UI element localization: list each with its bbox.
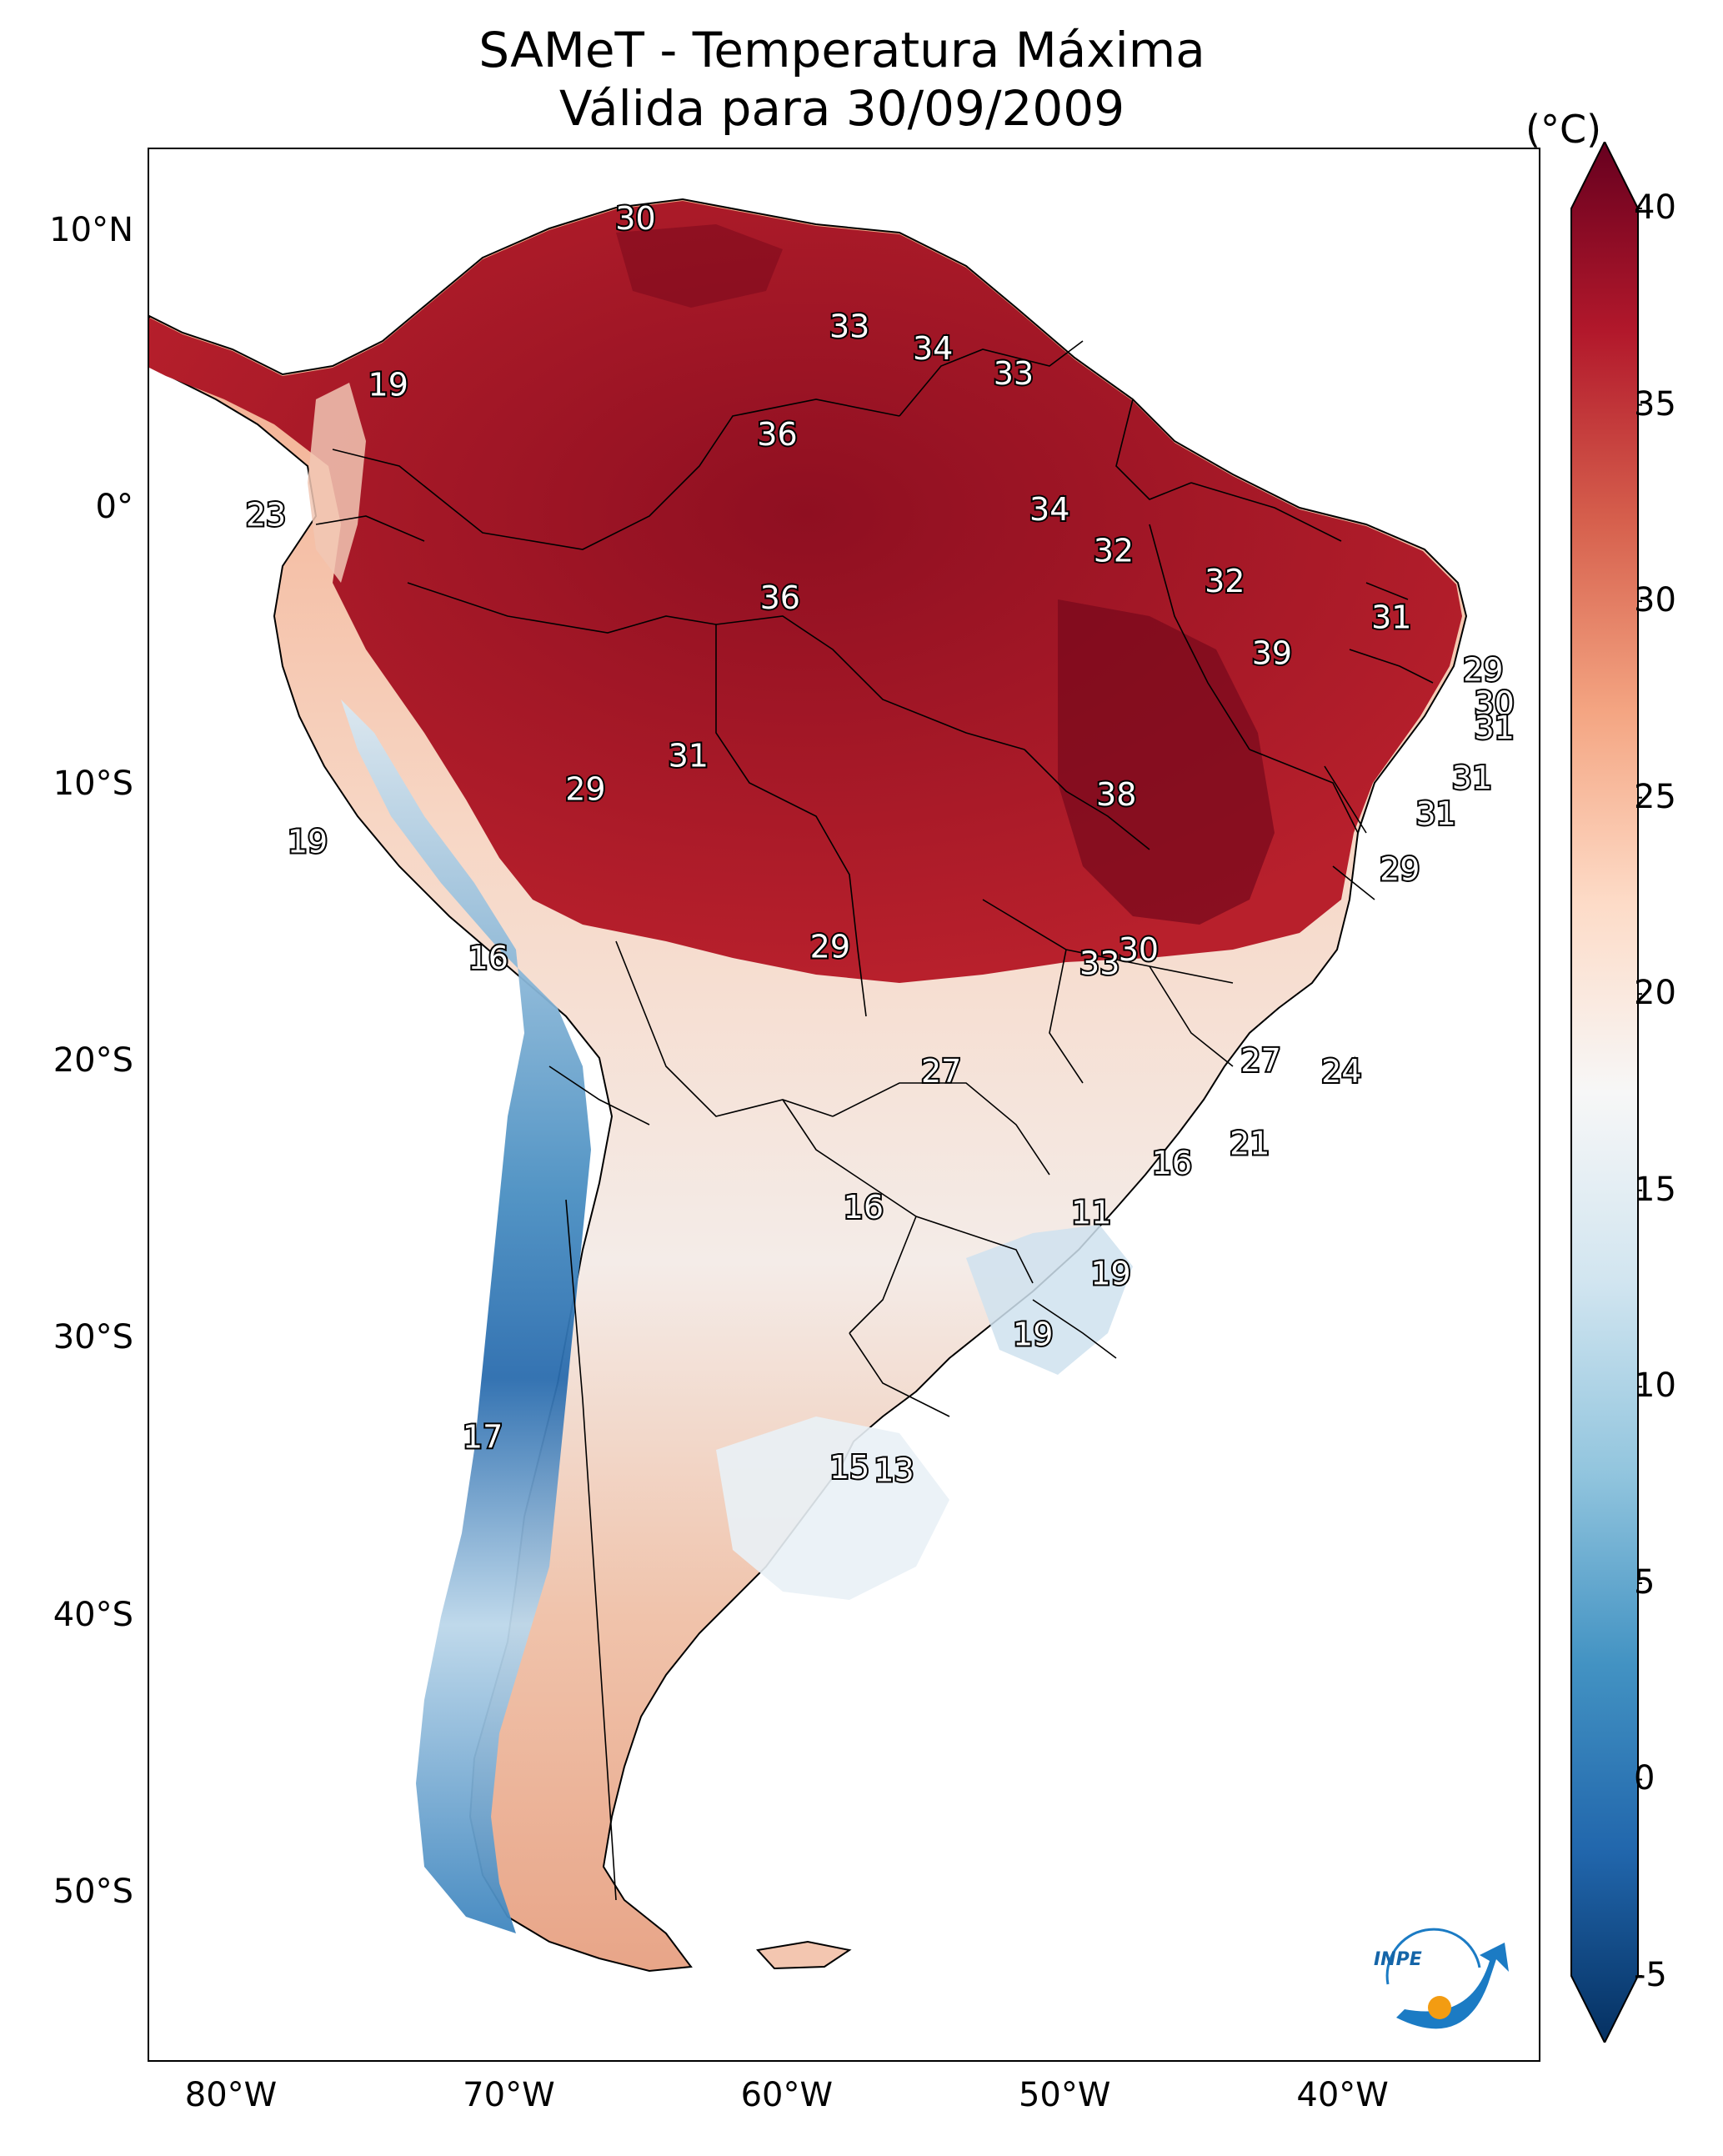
- contour-label: 19: [1090, 1256, 1130, 1292]
- latitude-tick-label: 10°S: [53, 765, 133, 803]
- colorbar-tick-label: 20: [1634, 974, 1676, 1013]
- contour-label: 16: [468, 940, 508, 976]
- colorbar-tick-label: 15: [1634, 1170, 1676, 1209]
- chart-title-line1: SAMeT - Temperatura Máxima: [478, 22, 1205, 78]
- hottest-core: [1058, 599, 1275, 925]
- colorbar-unit-label: (°C): [1525, 107, 1602, 152]
- contour-label: 15: [829, 1449, 869, 1486]
- contour-label: 34: [1029, 491, 1069, 528]
- contour-label: 33: [994, 355, 1034, 392]
- longitude-tick-label: 80°W: [184, 2076, 278, 2114]
- hottest-core-north: [616, 224, 783, 308]
- colorbar-tick-label: 40: [1634, 188, 1676, 227]
- andes-north-highlands: [308, 383, 366, 583]
- contour-label: 27: [1240, 1042, 1280, 1079]
- contour-label: 34: [913, 330, 953, 367]
- contour-label: 21: [1230, 1126, 1270, 1162]
- contour-label: 31: [1371, 599, 1411, 635]
- latitude-tick-label: 30°S: [53, 1318, 133, 1357]
- contour-label: 30: [1119, 931, 1159, 968]
- contour-label: 16: [844, 1189, 884, 1226]
- contour-label: 29: [810, 929, 850, 965]
- colorbar-ticks: [1638, 208, 1642, 1977]
- colorbar-tick-label: 10: [1634, 1366, 1676, 1406]
- contour-label: 17: [463, 1419, 503, 1456]
- contour-label: 30: [1474, 684, 1514, 721]
- colorbar-tick-label: -5: [1634, 1956, 1667, 1994]
- andes-cold-strip: [341, 699, 591, 1933]
- latitude-tick-label: 20°S: [53, 1041, 133, 1081]
- southeast-cool-region: [966, 1225, 1133, 1375]
- contour-label: 16: [1152, 1145, 1192, 1181]
- contour-label: 29: [565, 770, 605, 807]
- colorbar-tick-label: 35: [1634, 384, 1676, 424]
- contour-label: 31: [1415, 795, 1455, 832]
- colorbar-tick-label: 0: [1634, 1759, 1655, 1798]
- longitude-tick-label: 40°W: [1296, 2076, 1389, 2114]
- colorbar-body: [1570, 142, 1639, 2043]
- map-frame: 30 33 34 33 19 36 34 23 32 32 36 31 39 29 30 31 31 31 29 38…: [148, 148, 1540, 2062]
- contour-label: 27: [921, 1053, 961, 1090]
- longitude-tick-label: 50°W: [1018, 2076, 1111, 2114]
- contour-label: 31: [669, 737, 709, 774]
- chart-title-line2: Válida para 30/09/2009: [558, 80, 1125, 137]
- inpe-logo: [1385, 1928, 1509, 2029]
- contour-label: 24: [1321, 1053, 1361, 1090]
- latitude-tick-label: 50°S: [53, 1872, 133, 1911]
- contour-label: 11: [1071, 1195, 1111, 1231]
- contour-label: 32: [1094, 533, 1134, 569]
- latitude-tick-label: 40°S: [53, 1595, 133, 1634]
- colorbar-tick-label: 25: [1634, 777, 1676, 816]
- latitude-tick-label: 0°: [95, 487, 133, 526]
- contour-label: 19: [1013, 1316, 1053, 1353]
- contour-label: 29: [1380, 851, 1420, 888]
- contour-label: 19: [368, 366, 408, 403]
- contour-label: 39: [1252, 635, 1292, 672]
- contour-label: 30: [615, 200, 655, 237]
- contour-label: 33: [1079, 945, 1119, 982]
- falkland-islands: [756, 1940, 852, 1970]
- contour-label: 31: [1452, 760, 1492, 796]
- contour-label: 13: [874, 1452, 914, 1488]
- latitude-tick-label: 10°N: [49, 210, 133, 249]
- colorbar-tick-label: 5: [1634, 1562, 1655, 1602]
- contour-label: 38: [1096, 776, 1136, 813]
- colorbar: [1570, 142, 1642, 2043]
- longitude-tick-label: 70°W: [463, 2076, 555, 2114]
- contour-label: 36: [757, 416, 797, 453]
- contour-label: 32: [1205, 563, 1245, 599]
- contour-label: 29: [1463, 651, 1503, 688]
- contour-label: 19: [288, 823, 328, 860]
- hot-region-north: [149, 201, 1462, 983]
- contour-label: 23: [246, 496, 286, 533]
- contour-label: 33: [829, 308, 869, 345]
- south-cool-region: [716, 1416, 949, 1600]
- colorbar-tick-label: 30: [1634, 581, 1676, 620]
- contour-label: 36: [760, 579, 800, 616]
- longitude-tick-label: 60°W: [740, 2076, 834, 2114]
- contour-label: 31: [1474, 709, 1514, 746]
- inpe-logo-text: INPE: [1374, 1949, 1422, 1970]
- country-borders: [315, 340, 1434, 1901]
